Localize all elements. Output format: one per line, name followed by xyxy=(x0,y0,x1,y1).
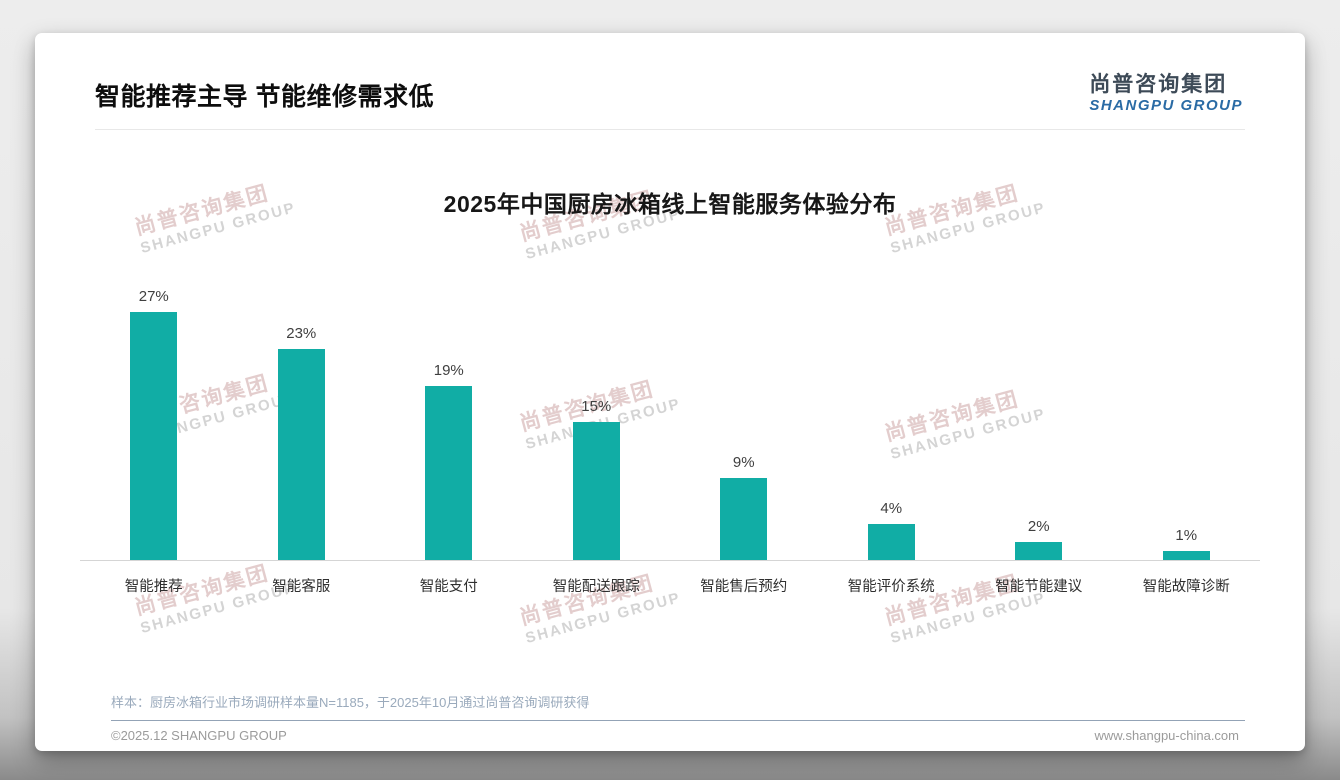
bar-value-label: 19% xyxy=(433,361,464,379)
bar-slot: 27% xyxy=(80,288,228,561)
watermark-en-text: SHANGPU GROUP xyxy=(888,589,1048,648)
bar-value-label: 2% xyxy=(1027,518,1050,535)
bar xyxy=(867,523,915,561)
bar xyxy=(1015,542,1063,561)
chart-title: 2025年中国厨房冰箱线上智能服务体验分布 xyxy=(443,191,897,218)
category-label: 智能客服 xyxy=(272,579,331,596)
watermark-en-text: SHANGPU GROUP xyxy=(523,589,683,648)
bar xyxy=(1162,551,1210,561)
category-label: 智能支付 xyxy=(419,579,478,596)
bar xyxy=(572,422,620,561)
bar-value-label: 15% xyxy=(581,398,612,416)
category-label: 智能配送跟踪 xyxy=(552,579,640,596)
copyright-text: ©2025.12 SHANGPU GROUP xyxy=(111,728,287,744)
bar-value-label: 27% xyxy=(138,288,169,305)
company-logo: 尚普咨询集团 SHANGPU GROUP xyxy=(1089,73,1243,114)
header: 智能推荐主导 节能维修需求低 尚普咨询集团 SHANGPU GROUP xyxy=(35,33,1305,114)
bar-slot: 19% xyxy=(375,362,523,561)
category-label: 智能故障诊断 xyxy=(1142,579,1230,596)
sample-footnote: 样本：厨房冰箱行业市场调研样本量N=1185，于2025年10月通过尚普咨询调研… xyxy=(111,695,590,711)
category-label: 智能售后预约 xyxy=(700,579,788,596)
bar-slot: 1% xyxy=(1113,527,1261,561)
bar xyxy=(277,348,325,561)
bar-value-label: 4% xyxy=(880,499,903,517)
report-card: 尚普咨询集团 SHANGPU GROUP 尚普咨询集团 SHANGPU GROUP 尚普… xyxy=(35,33,1305,751)
website-url: www.shangpu-china.com xyxy=(1094,728,1239,744)
bar-value-label: 9% xyxy=(732,453,755,471)
category-label: 智能推荐 xyxy=(124,579,183,596)
bar xyxy=(130,312,178,561)
bar xyxy=(720,477,768,561)
bar-slot: 15% xyxy=(523,398,671,561)
page-title: 智能推荐主导 节能维修需求低 xyxy=(95,83,434,111)
bar-slot: 23% xyxy=(228,325,376,561)
category-labels: 智能推荐 智能客服 智能支付 智能配送跟踪 智能售后预约 智能评价系统 智能节能建议 智能故障… xyxy=(80,561,1260,596)
bar-value-label: 23% xyxy=(286,324,317,342)
category-label: 智能节能建议 xyxy=(995,579,1083,596)
bar-chart: 27% 23% 19% 15% 9% 4% 2% 1% 智能推荐 智能客服 智能支付 智能配送跟踪智… xyxy=(80,276,1260,596)
bar-slot: 4% xyxy=(818,500,966,561)
bar-value-label: 1% xyxy=(1175,527,1198,545)
bar xyxy=(425,385,473,561)
header-divider xyxy=(95,129,1245,131)
bar-slot: 2% xyxy=(965,518,1113,561)
logo-en-text: SHANGPU GROUP xyxy=(1089,97,1243,115)
category-label: 智能评价系统 xyxy=(847,579,935,596)
plot-area: 27% 23% 19% 15% 9% 4% 2% 1% xyxy=(80,276,1261,562)
bar-slot: 9% xyxy=(670,454,818,561)
footer-row: ©2025.12 SHANGPU GROUP www.shangpu-china… xyxy=(35,721,1305,743)
footer-divider xyxy=(111,720,1245,722)
logo-cn-text: 尚普咨询集团 xyxy=(1089,73,1228,96)
